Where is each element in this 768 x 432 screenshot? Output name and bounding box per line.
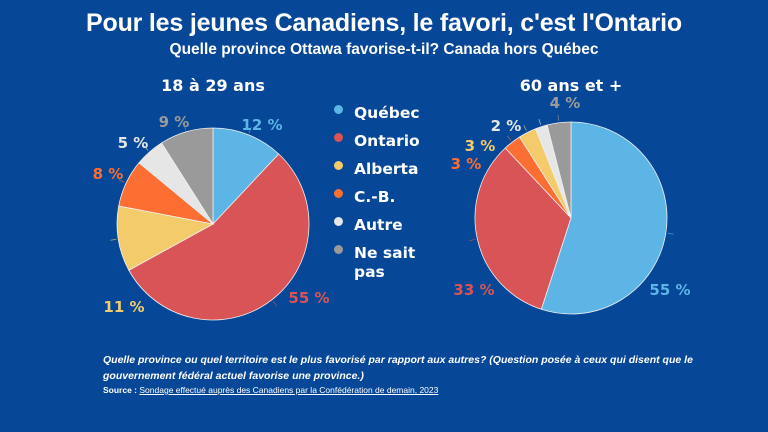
pie-label-senior-autre: 2 % — [491, 117, 522, 135]
legend-label: Québec — [354, 104, 420, 122]
source-line: Source : Sondage effectué auprès des Can… — [103, 385, 438, 395]
leader-line-senior — [506, 135, 512, 141]
pie-label-young-alberta: 11 % — [103, 298, 144, 316]
leader-line-young — [143, 145, 149, 151]
legend-item-ontario: Ontario — [334, 132, 424, 151]
leader-line-senior — [523, 125, 527, 131]
dot-icon — [334, 189, 343, 198]
question-note: Quelle province ou quel territoire est l… — [103, 354, 693, 382]
pie-slice-senior-ne-sait-pas — [546, 121, 572, 219]
pie-label-senior-c-b-: 3 % — [451, 155, 482, 173]
leader-line-young — [118, 179, 125, 183]
pie-label-senior-ne-sait-pas: 4 % — [550, 94, 581, 112]
pie-slice-senior-qu-bec — [540, 121, 668, 315]
leader-line-senior — [538, 118, 542, 125]
pie-slice-young-alberta — [116, 205, 215, 271]
pie-slice-young-ne-sait-pas — [161, 127, 214, 226]
legend-item-alberta: Alberta — [334, 160, 424, 179]
dot-icon — [334, 105, 343, 114]
pie-label-senior-qu-bec: 55 % — [649, 281, 690, 299]
pie-label-senior-alberta: 3 % — [465, 137, 496, 155]
source-label: Source : — [103, 385, 138, 395]
legend-label: Ne sait pas — [354, 244, 416, 281]
pie-slice-young-qu-bec — [212, 127, 280, 226]
pie-label-young-ontario: 55 % — [288, 289, 329, 307]
dot-icon — [334, 133, 343, 142]
pie-label-young-qu-bec: 12 % — [241, 116, 282, 134]
chart-title: Pour les jeunes Canadiens, le favori, c'… — [86, 9, 682, 37]
leader-line-senior — [557, 114, 560, 121]
leader-line-young — [272, 301, 278, 307]
legend-label: Ontario — [354, 132, 420, 150]
chart-subtitle: Quelle province Ottawa favorise-t-il? Ca… — [169, 41, 599, 58]
pie-label-young-autre: 5 % — [118, 134, 149, 152]
dot-icon — [334, 161, 343, 170]
pie-slice-young-ontario — [128, 153, 310, 321]
legend-item-autre: Autre — [334, 216, 424, 235]
pie-title-senior: 60 ans et + — [519, 76, 623, 95]
pie-label-young-ne-sait-pas: 9 % — [159, 113, 190, 131]
legend-label: Alberta — [354, 160, 419, 178]
legend-item-ne-sait-pas: Ne sait pas — [334, 244, 424, 282]
pie-title-young: 18 à 29 ans — [161, 76, 265, 95]
leader-line-senior — [667, 232, 674, 235]
pie-label-senior-ontario: 33 % — [453, 281, 494, 299]
legend-item-quebec: Québec — [334, 104, 424, 123]
legend-label: Autre — [354, 216, 403, 234]
legend: Québec Ontario Alberta C.-B. Autre Ne sa… — [334, 104, 424, 291]
leader-line-young — [248, 127, 252, 134]
leader-line-senior — [469, 238, 476, 242]
pie-slice-senior-ontario — [474, 147, 572, 310]
legend-label: C.-B. — [354, 188, 396, 206]
source-link[interactable]: Sondage effectué auprès des Canadiens pa… — [139, 385, 439, 395]
dot-icon — [334, 217, 343, 226]
dot-icon — [334, 245, 343, 254]
leader-line-young — [183, 124, 187, 131]
legend-item-cb: C.-B. — [334, 188, 424, 207]
leader-line-young — [110, 238, 117, 241]
pie-label-young-c-b-: 8 % — [93, 165, 124, 183]
